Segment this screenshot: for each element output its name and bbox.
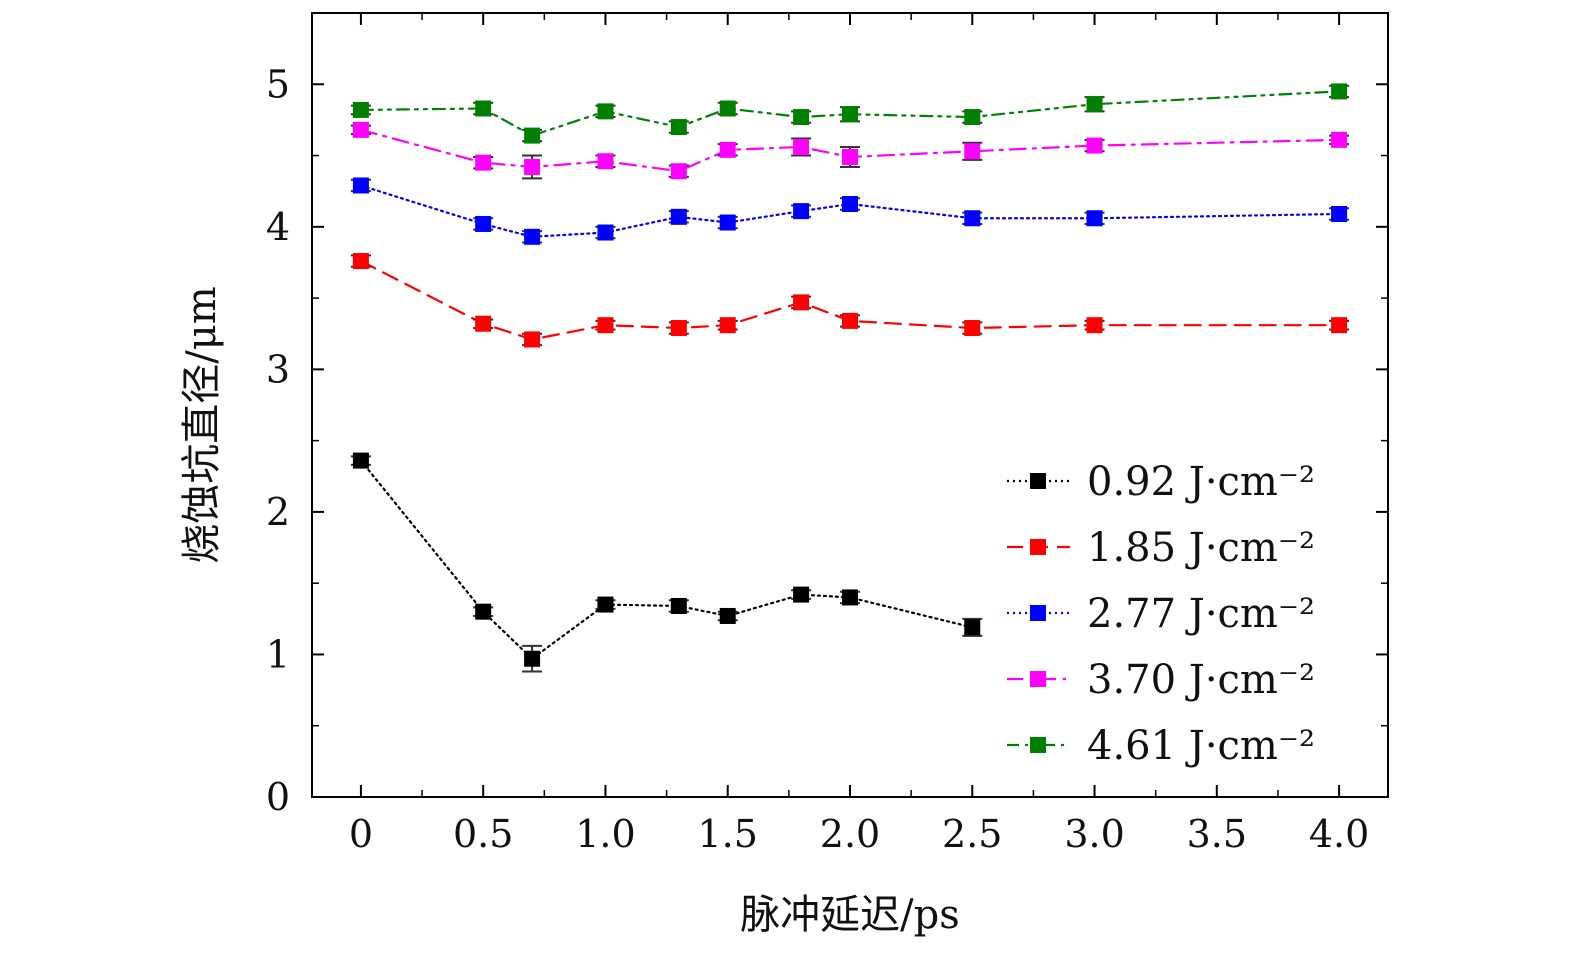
- legend-label: 2.77 J·cm⁻²: [1087, 591, 1315, 637]
- y-tick-label: 1: [266, 632, 290, 676]
- data-point: [1086, 210, 1103, 227]
- x-tick-label: 2.5: [942, 812, 1002, 856]
- data-point: [793, 109, 810, 126]
- data-point: [524, 127, 541, 144]
- legend-item-3: 3.70 J·cm⁻²: [1007, 657, 1315, 703]
- data-point: [597, 103, 614, 120]
- x-tick-label: 0.5: [453, 812, 513, 856]
- data-point: [964, 320, 981, 337]
- plot-frame: [311, 12, 1389, 798]
- data-point: [597, 153, 614, 170]
- data-point: [793, 138, 810, 155]
- data-point: [842, 196, 858, 213]
- data-point: [1331, 317, 1348, 334]
- series-line: [359, 90, 1341, 137]
- x-axis-title: 脉冲延迟/ps: [740, 892, 960, 938]
- y-tick-label: 3: [266, 347, 290, 391]
- data-point: [352, 177, 369, 194]
- data-point: [1086, 137, 1103, 154]
- data-point: [475, 603, 492, 620]
- legend-marker: [1030, 539, 1046, 555]
- x-tick-label: 1.0: [575, 812, 635, 856]
- data-point: [475, 315, 492, 332]
- data-point: [670, 597, 687, 614]
- data-point: [597, 596, 614, 613]
- data-point: [1331, 83, 1348, 100]
- y-tick-label: 2: [266, 490, 290, 534]
- data-point: [597, 224, 614, 241]
- series-line: [359, 459, 974, 661]
- legend-item-4: 4.61 J·cm⁻²: [1007, 723, 1315, 769]
- x-tick-label: 2.0: [820, 812, 880, 856]
- data-point: [670, 119, 687, 136]
- data-point: [719, 214, 736, 231]
- data-point: [1331, 131, 1348, 148]
- data-point: [719, 317, 736, 334]
- x-tick-label: 0: [349, 812, 373, 856]
- data-point: [352, 253, 369, 270]
- data-point: [1086, 96, 1103, 113]
- x-tick-label: 4.0: [1309, 812, 1369, 856]
- data-point: [1331, 205, 1348, 222]
- data-point: [964, 619, 981, 636]
- data-point: [352, 101, 369, 118]
- data-point: [670, 320, 687, 337]
- series-3: [350, 121, 1350, 180]
- data-point: [524, 158, 541, 175]
- x-tick-label: 3.0: [1064, 812, 1124, 856]
- y-tick-label: 4: [266, 205, 290, 249]
- series-line: [359, 184, 1341, 238]
- data-point: [964, 143, 981, 160]
- series-1: [350, 253, 1350, 348]
- legend-label: 4.61 J·cm⁻²: [1087, 723, 1315, 769]
- y-tick-label: 5: [266, 62, 290, 106]
- legend-marker: [1030, 671, 1046, 687]
- data-point: [597, 317, 614, 334]
- legend-marker: [1030, 473, 1046, 489]
- data-point: [719, 607, 736, 624]
- data-point: [842, 106, 858, 123]
- data-point: [524, 331, 541, 348]
- legend-marker: [1030, 737, 1046, 753]
- x-tick-label: 3.5: [1187, 812, 1247, 856]
- axis-ticks: [312, 13, 1388, 798]
- data-point: [964, 109, 981, 126]
- x-tick-label: 1.5: [698, 812, 758, 856]
- data-point: [670, 163, 687, 180]
- series-layer: [350, 83, 1350, 673]
- data-point: [352, 452, 369, 469]
- legend-label: 3.70 J·cm⁻²: [1087, 657, 1315, 703]
- data-point: [475, 154, 492, 171]
- y-axis-title: 烧蚀坑直径/μm: [179, 286, 225, 563]
- data-point: [352, 121, 369, 138]
- legend: 0.92 J·cm⁻² 1.85 J·cm⁻² 2.77 J·cm⁻² 3.70 J·…: [1007, 459, 1315, 769]
- data-point: [1086, 317, 1103, 334]
- series-4: [350, 83, 1350, 144]
- data-point: [524, 650, 541, 667]
- data-point: [475, 215, 492, 232]
- legend-item-1: 1.85 J·cm⁻²: [1007, 525, 1315, 571]
- legend-label: 1.85 J·cm⁻²: [1087, 525, 1315, 571]
- data-point: [524, 228, 541, 245]
- data-point: [719, 100, 736, 117]
- data-point: [793, 203, 810, 220]
- data-point: [964, 210, 981, 227]
- data-point: [793, 586, 810, 603]
- data-point: [670, 208, 687, 225]
- data-point: [842, 148, 858, 165]
- data-point: [842, 589, 858, 606]
- data-point: [842, 312, 858, 329]
- series-0: [350, 452, 983, 673]
- legend-marker: [1030, 605, 1046, 621]
- legend-item-0: 0.92 J·cm⁻²: [1007, 459, 1315, 505]
- y-tick-label: 0: [266, 775, 290, 819]
- series-2: [350, 177, 1350, 245]
- data-point: [475, 100, 492, 117]
- legend-label: 0.92 J·cm⁻²: [1087, 459, 1315, 505]
- data-point: [793, 294, 810, 311]
- legend-item-2: 2.77 J·cm⁻²: [1007, 591, 1315, 637]
- tick-labels: 0 0.5 1.0 1.5 2.0 2.5 3.0 3.5 4.0 0 1 2 3 4 5: [266, 62, 1369, 856]
- data-point: [719, 141, 736, 158]
